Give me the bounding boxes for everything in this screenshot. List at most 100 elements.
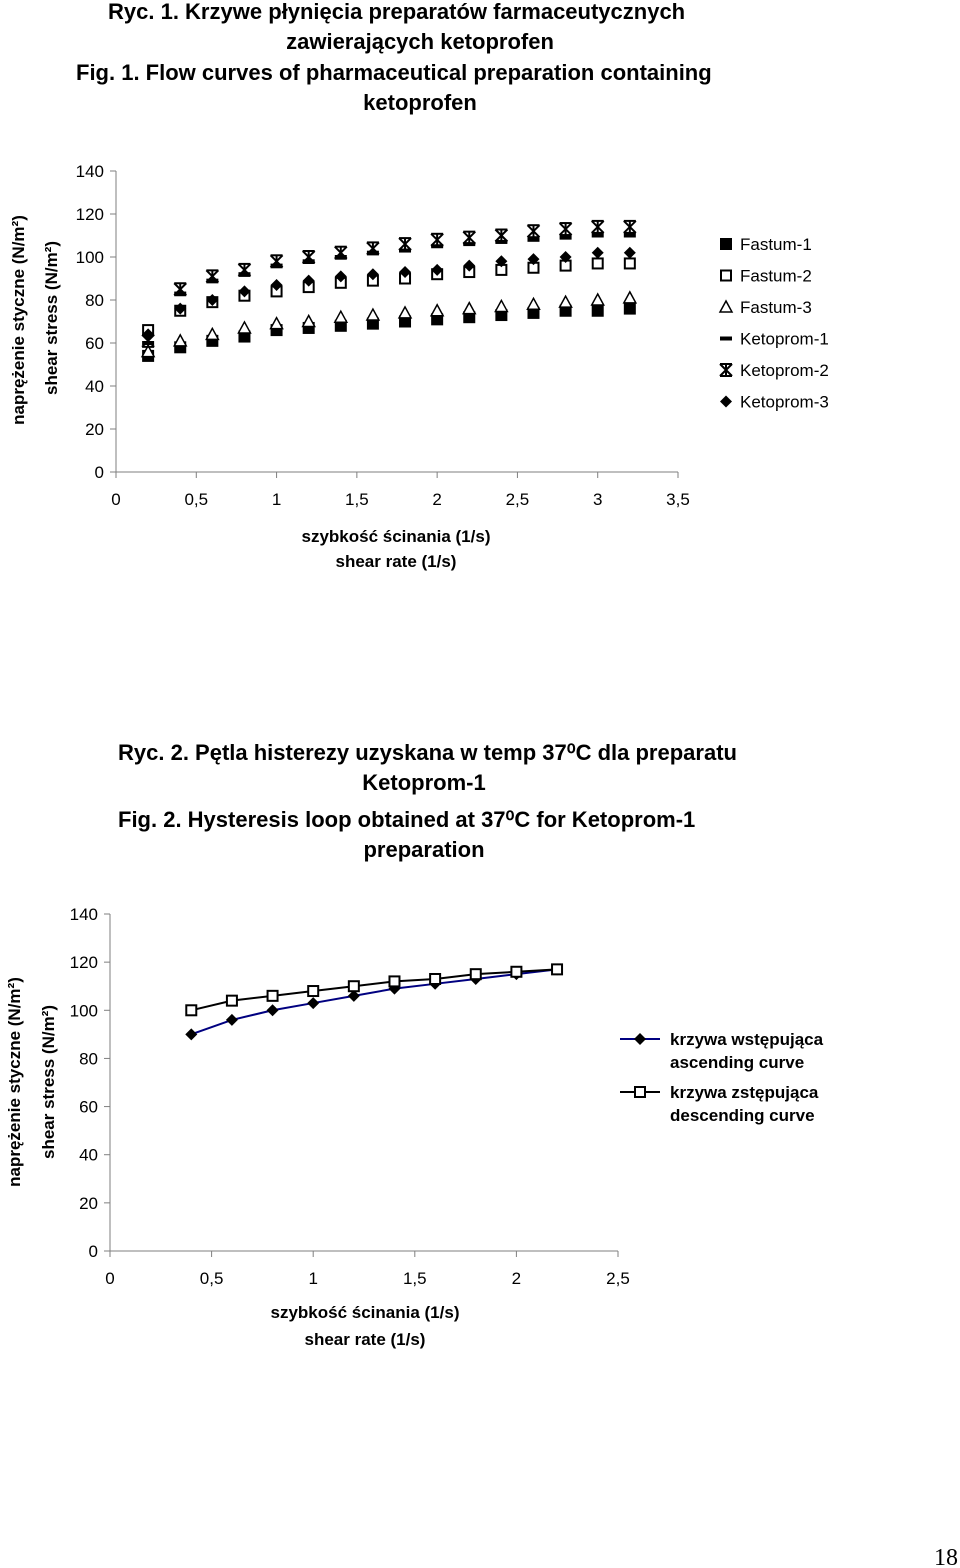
fig1-legend: Fastum-1 Fastum-2 Fastum-3 Ketoprom-1 Ketopr… <box>718 235 829 412</box>
series-1 <box>142 302 636 362</box>
data-point <box>307 997 320 1010</box>
data-point <box>333 309 349 323</box>
fig2-ylabel-en: shear stress (N/m²) <box>39 1005 58 1159</box>
x-tick-label: 3 <box>593 490 602 509</box>
x-tick-label: 2,5 <box>606 1269 630 1288</box>
legend-label: Fastum-1 <box>740 235 812 254</box>
fig1-xlabel-en: shear rate (1/s) <box>336 552 457 571</box>
data-point <box>429 972 442 985</box>
legend-marker <box>718 299 734 313</box>
legend-label: Ketoprom-2 <box>740 361 829 380</box>
legend-marker <box>720 269 732 282</box>
series-4 <box>142 233 636 345</box>
fig2-title-line-4: preparation <box>363 837 484 862</box>
fig1-chart: 0 20 40 60 80 100 120 140 0 0,5 1 1,5 2 2,5 3 3,5 <box>76 162 690 509</box>
data-point <box>301 250 316 264</box>
series-line <box>190 968 558 1036</box>
data-point <box>225 994 238 1007</box>
data-point <box>173 282 187 297</box>
data-point <box>469 968 482 981</box>
data-point <box>591 246 604 259</box>
data-point <box>205 326 220 341</box>
fig1-title-line-3: Fig. 1. Flow curves of pharmaceutical pr… <box>76 60 712 85</box>
data-point <box>366 241 380 256</box>
data-point <box>527 237 540 242</box>
data-point <box>559 235 572 240</box>
data-point <box>334 245 348 260</box>
data-point <box>463 259 476 272</box>
data-point <box>591 219 605 234</box>
legend-marker <box>720 336 732 341</box>
data-point <box>269 316 284 330</box>
data-point <box>307 985 320 998</box>
legend-marker <box>719 363 733 377</box>
y-tick-label: 120 <box>70 953 98 972</box>
fig2-title: Ryc. 2. Pętla histerezy uzyskana w temp … <box>118 740 737 862</box>
x-tick-label: 2 <box>512 1269 521 1288</box>
series-1 <box>185 963 564 1041</box>
data-point <box>142 328 155 341</box>
fig1-xlabel-pl: szybkość ścinania (1/s) <box>302 527 491 546</box>
data-point <box>398 237 412 252</box>
x-tick-label: 1,5 <box>345 490 369 509</box>
y-tick-label: 20 <box>79 1194 98 1213</box>
fig1-ylabel-pl: naprężenie styczne (N/m²) <box>9 215 28 425</box>
fig2-title-line-2: Ketoprom-1 <box>362 770 485 795</box>
data-point <box>559 251 572 263</box>
data-point <box>431 263 444 276</box>
legend-label: Ketoprom-1 <box>740 330 829 349</box>
fig2-xlabel-en: shear rate (1/s) <box>305 1330 426 1349</box>
x-tick-label: 3,5 <box>666 490 690 509</box>
legend-label: descending curve <box>670 1106 815 1125</box>
data-point <box>366 268 379 281</box>
y-tick-label: 60 <box>85 334 104 353</box>
x-tick-label: 1 <box>308 1269 317 1288</box>
y-tick-label: 80 <box>79 1049 98 1068</box>
data-point <box>591 304 604 317</box>
y-tick-label: 100 <box>76 248 104 267</box>
data-point <box>185 1028 198 1041</box>
fig2-title-line-1: Ryc. 2. Pętla histerezy uzyskana w temp … <box>118 740 737 765</box>
data-point <box>238 285 251 298</box>
legend-marker <box>634 1033 646 1045</box>
legend-label: krzywa zstępująca <box>670 1083 819 1102</box>
data-point <box>388 975 401 988</box>
data-point <box>237 320 252 334</box>
data-point <box>301 313 316 328</box>
legend-label: krzywa wstępująca <box>670 1030 824 1049</box>
y-tick-label: 140 <box>70 905 98 924</box>
legend-marker <box>634 1086 646 1098</box>
x-tick-label: 2 <box>432 490 441 509</box>
fig1-title-line-4: ketoprofen <box>363 90 477 115</box>
data-point <box>347 980 360 993</box>
data-point <box>429 303 445 317</box>
data-point <box>591 257 604 270</box>
y-tick-label: 120 <box>76 205 104 224</box>
legend-marker <box>720 395 732 408</box>
data-point <box>461 301 477 315</box>
data-point <box>590 292 605 306</box>
data-point <box>334 270 347 283</box>
y-tick-label: 20 <box>85 420 104 439</box>
x-tick-label: 0 <box>111 490 120 509</box>
fig2-ylabel-pl: naprężenie styczne (N/m²) <box>5 977 24 1187</box>
legend-label: Ketoprom-3 <box>740 393 829 412</box>
y-tick-label: 80 <box>85 291 104 310</box>
fig2-xlabel-pl: szybkość ścinania (1/s) <box>271 1303 460 1322</box>
y-tick-label: 60 <box>79 1098 98 1117</box>
data-point <box>185 1004 198 1017</box>
x-tick-label: 2,5 <box>506 490 530 509</box>
fig1-title-line-1: Ryc. 1. Krzywe płynięcia preparatów farm… <box>108 0 685 24</box>
x-tick-label: 1 <box>272 490 281 509</box>
data-point <box>225 1013 238 1026</box>
data-point <box>551 963 564 976</box>
data-point <box>527 253 540 266</box>
y-tick-label: 0 <box>89 1242 98 1261</box>
data-point <box>266 989 279 1002</box>
data-point <box>205 269 220 284</box>
data-point <box>622 290 638 304</box>
data-point <box>623 257 636 270</box>
y-tick-label: 40 <box>85 377 104 396</box>
data-point <box>623 233 636 238</box>
